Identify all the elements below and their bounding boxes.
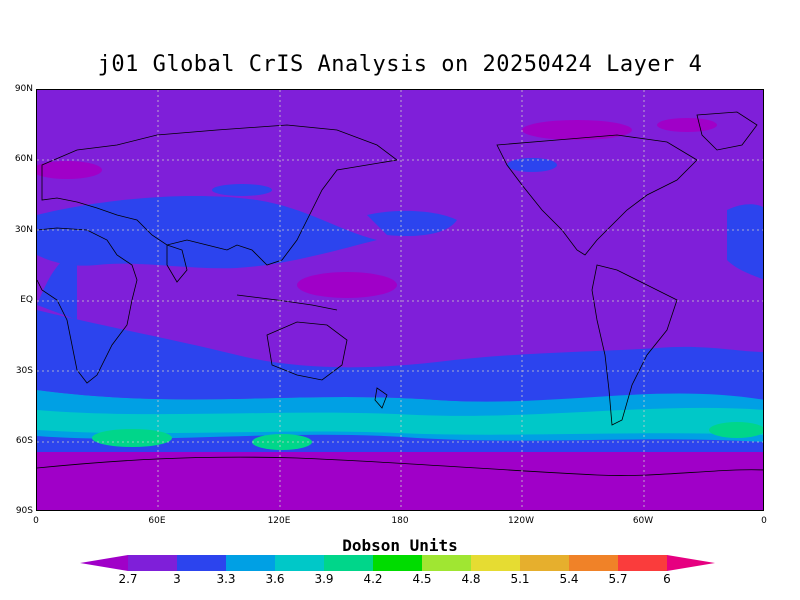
colorbar-label: 6 xyxy=(663,572,671,586)
lat-tick-60s: 60S xyxy=(15,436,33,446)
colorbar-label: 5.7 xyxy=(608,572,628,586)
colorbar-swatch xyxy=(275,555,324,571)
colorbar xyxy=(80,555,715,571)
belt-north-blue-1 xyxy=(37,195,377,269)
lon-tick-0: 0 xyxy=(33,516,39,526)
patch-blue-1 xyxy=(212,184,272,196)
lon-tick-180: 180 xyxy=(391,516,409,526)
colorbar-swatch xyxy=(128,555,177,571)
lat-tick-90s: 90S xyxy=(15,506,33,516)
colorbar-swatch xyxy=(618,555,667,571)
lon-tick-0-end: 0 xyxy=(761,516,767,526)
colorbar-label: 5.1 xyxy=(510,572,530,586)
lon-tick-120e: 120E xyxy=(267,516,291,526)
map-svg xyxy=(37,90,763,510)
belt-north-blue-2 xyxy=(367,210,457,237)
colorbar-arrow-high xyxy=(667,555,715,571)
lat-tick-30s: 30S xyxy=(15,366,33,376)
colorbar-arrow-low xyxy=(80,555,128,571)
colorbar-label: 4.8 xyxy=(461,572,481,586)
colorbar-label: 4.2 xyxy=(363,572,383,586)
patch-green-1 xyxy=(92,429,172,447)
colorbar-label: 3.3 xyxy=(216,572,236,586)
belt-east-blue xyxy=(727,204,763,280)
patch-green-3 xyxy=(709,422,763,438)
lat-tick-90n: 90N xyxy=(14,84,33,94)
colorbar-label: 3.9 xyxy=(314,572,334,586)
patch-blue-2 xyxy=(507,158,557,172)
patch-arctic-low-3 xyxy=(37,161,102,179)
colorbar-label: 2.7 xyxy=(118,572,138,586)
colorbar-swatch xyxy=(373,555,422,571)
colorbar-swatch xyxy=(520,555,569,571)
coastlines xyxy=(37,111,763,476)
colorbar-label: 3.6 xyxy=(265,572,285,586)
colorbar-swatch xyxy=(471,555,520,571)
lon-tick-120w: 120W xyxy=(507,516,535,526)
colorbar-label: 5.4 xyxy=(559,572,579,586)
gridlines xyxy=(37,90,763,510)
ozone-map xyxy=(36,89,764,511)
colorbar-label: 3 xyxy=(173,572,181,586)
colorbar-swatch xyxy=(324,555,373,571)
patch-arctic-low-2 xyxy=(657,118,717,132)
lon-tick-60w: 60W xyxy=(632,516,654,526)
colorbar-label: 4.5 xyxy=(412,572,432,586)
colorbar-swatch xyxy=(226,555,275,571)
map-title: j01 Global CrIS Analysis on 20250424 Lay… xyxy=(97,52,703,77)
lat-tick-30n: 30N xyxy=(14,225,33,235)
lat-tick-60n: 60N xyxy=(14,154,33,164)
colorbar-swatch xyxy=(569,555,618,571)
lon-tick-60e: 60E xyxy=(148,516,166,526)
patch-tropical-low xyxy=(297,272,397,298)
lat-tick-eq: EQ xyxy=(20,295,33,305)
colorbar-swatch xyxy=(177,555,226,571)
band-south-teal xyxy=(37,407,763,435)
patch-sw-blue xyxy=(37,250,77,320)
belt-south-blue xyxy=(37,310,763,402)
colorbar-swatch xyxy=(422,555,471,571)
patch-arctic-low-1 xyxy=(522,120,632,140)
colorbar-title: Dobson Units xyxy=(342,536,458,555)
